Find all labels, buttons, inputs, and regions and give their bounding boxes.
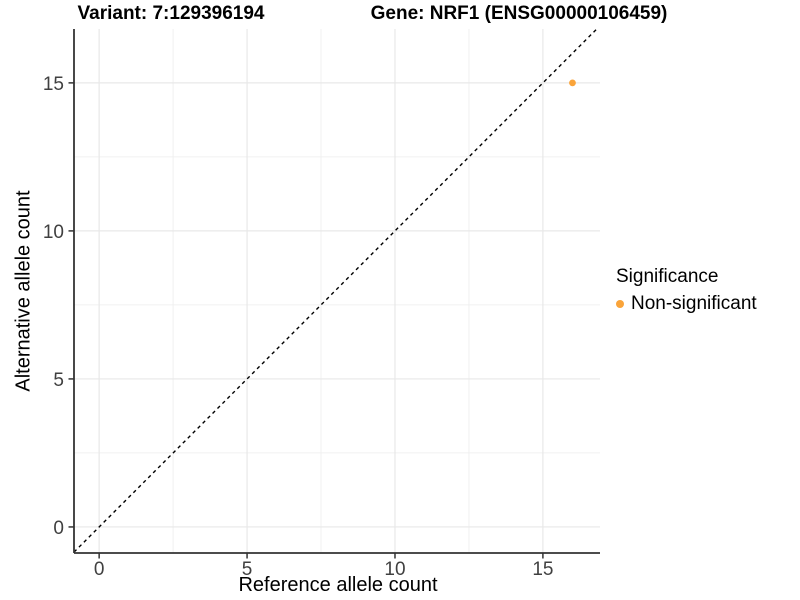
identity-reference-line	[73, 28, 598, 553]
x-axis-title: Reference allele count	[238, 574, 438, 596]
legend: Significance Non-significant	[616, 266, 757, 315]
y-tick-label: 5	[53, 370, 64, 391]
x-tick-label: 15	[532, 559, 553, 580]
x-tick-label: 10	[384, 559, 405, 580]
legend-title: Significance	[616, 266, 719, 287]
variant-title: Variant: 7:129396194	[77, 3, 265, 24]
y-tick-label: 0	[53, 518, 64, 539]
x-tick-label: 5	[242, 559, 253, 580]
legend-point-swatch-icon	[616, 300, 624, 308]
y-tick-label: 10	[43, 222, 64, 243]
y-tick-label: 15	[43, 74, 64, 95]
y-axis-title: Alternative allele count	[12, 190, 35, 392]
gene-title: Gene: NRF1 (ENSG00000106459)	[370, 3, 668, 24]
legend-entry: Non-significant	[616, 293, 757, 315]
legend-entry-label: Non-significant	[631, 293, 757, 314]
x-tick-label: 0	[94, 559, 105, 580]
data-point	[569, 79, 576, 87]
